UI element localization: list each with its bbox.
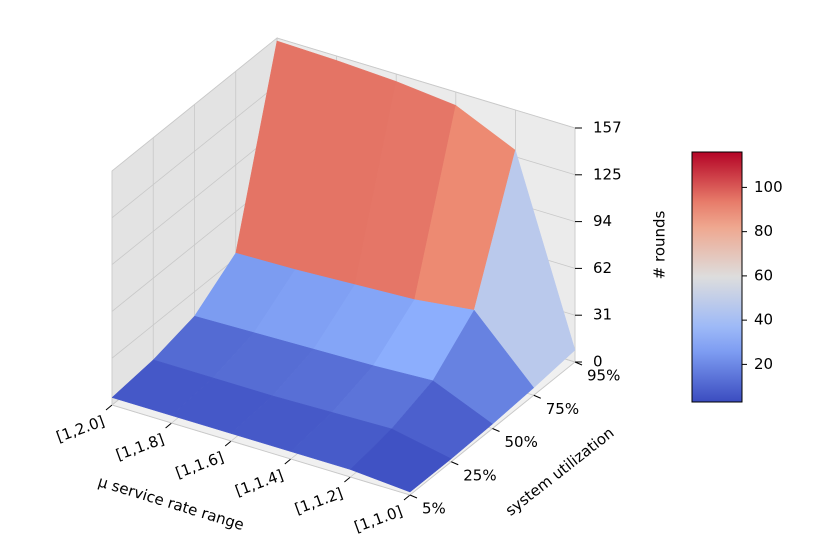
- colorbar-tick-label: 40: [754, 311, 773, 329]
- colorbar: [691, 151, 743, 403]
- x-tick: [403, 494, 411, 501]
- y-tick-label: 95%: [587, 367, 620, 385]
- y-tick-label: 25%: [463, 466, 496, 484]
- x-tick-label: [1,1.4]: [233, 466, 286, 500]
- z-tick-label: 62: [593, 259, 612, 277]
- z-tick-label: 31: [593, 306, 612, 324]
- y-tick: [533, 394, 541, 399]
- z-axis-label: # rounds: [651, 210, 669, 279]
- x-tick: [165, 422, 172, 429]
- colorbar-tick-label: 80: [754, 222, 773, 240]
- grid-line: [111, 404, 411, 496]
- grid-line: [111, 131, 278, 265]
- z-tick-label: 0: [593, 353, 603, 371]
- y-tick-label: 75%: [546, 400, 579, 418]
- y-tick: [409, 494, 418, 499]
- z-tick-label: 125: [593, 165, 622, 183]
- grid-line: [276, 37, 576, 129]
- colorbar-tick-label: 60: [754, 266, 773, 284]
- grid-line: [111, 84, 278, 219]
- x-tick-label: [1,1.6]: [173, 448, 226, 482]
- x-tick-label: [1,1.2]: [292, 484, 345, 518]
- y-tick: [451, 461, 459, 466]
- z-tick-label: 94: [593, 212, 612, 230]
- x-tick-label: [1,1.8]: [113, 430, 166, 464]
- x-tick: [105, 404, 113, 411]
- z-tick-label: 157: [593, 119, 622, 137]
- y-tick-label: 50%: [505, 433, 538, 451]
- x-tick-label: [1,1.0]: [352, 502, 405, 536]
- surface-patch: [349, 428, 452, 493]
- colorbar-tick-label: 100: [754, 178, 783, 196]
- x-tick-label: [1,2.0]: [54, 412, 107, 446]
- y-tick: [492, 428, 500, 432]
- x-tick: [284, 458, 292, 465]
- colorbar-tick-label: 20: [754, 355, 773, 373]
- x-tick: [344, 476, 351, 483]
- grid-line: [111, 37, 278, 172]
- x-axis-label: μ service rate range: [96, 472, 246, 534]
- x-tick: [224, 440, 232, 447]
- y-tick-label: 5%: [422, 500, 446, 518]
